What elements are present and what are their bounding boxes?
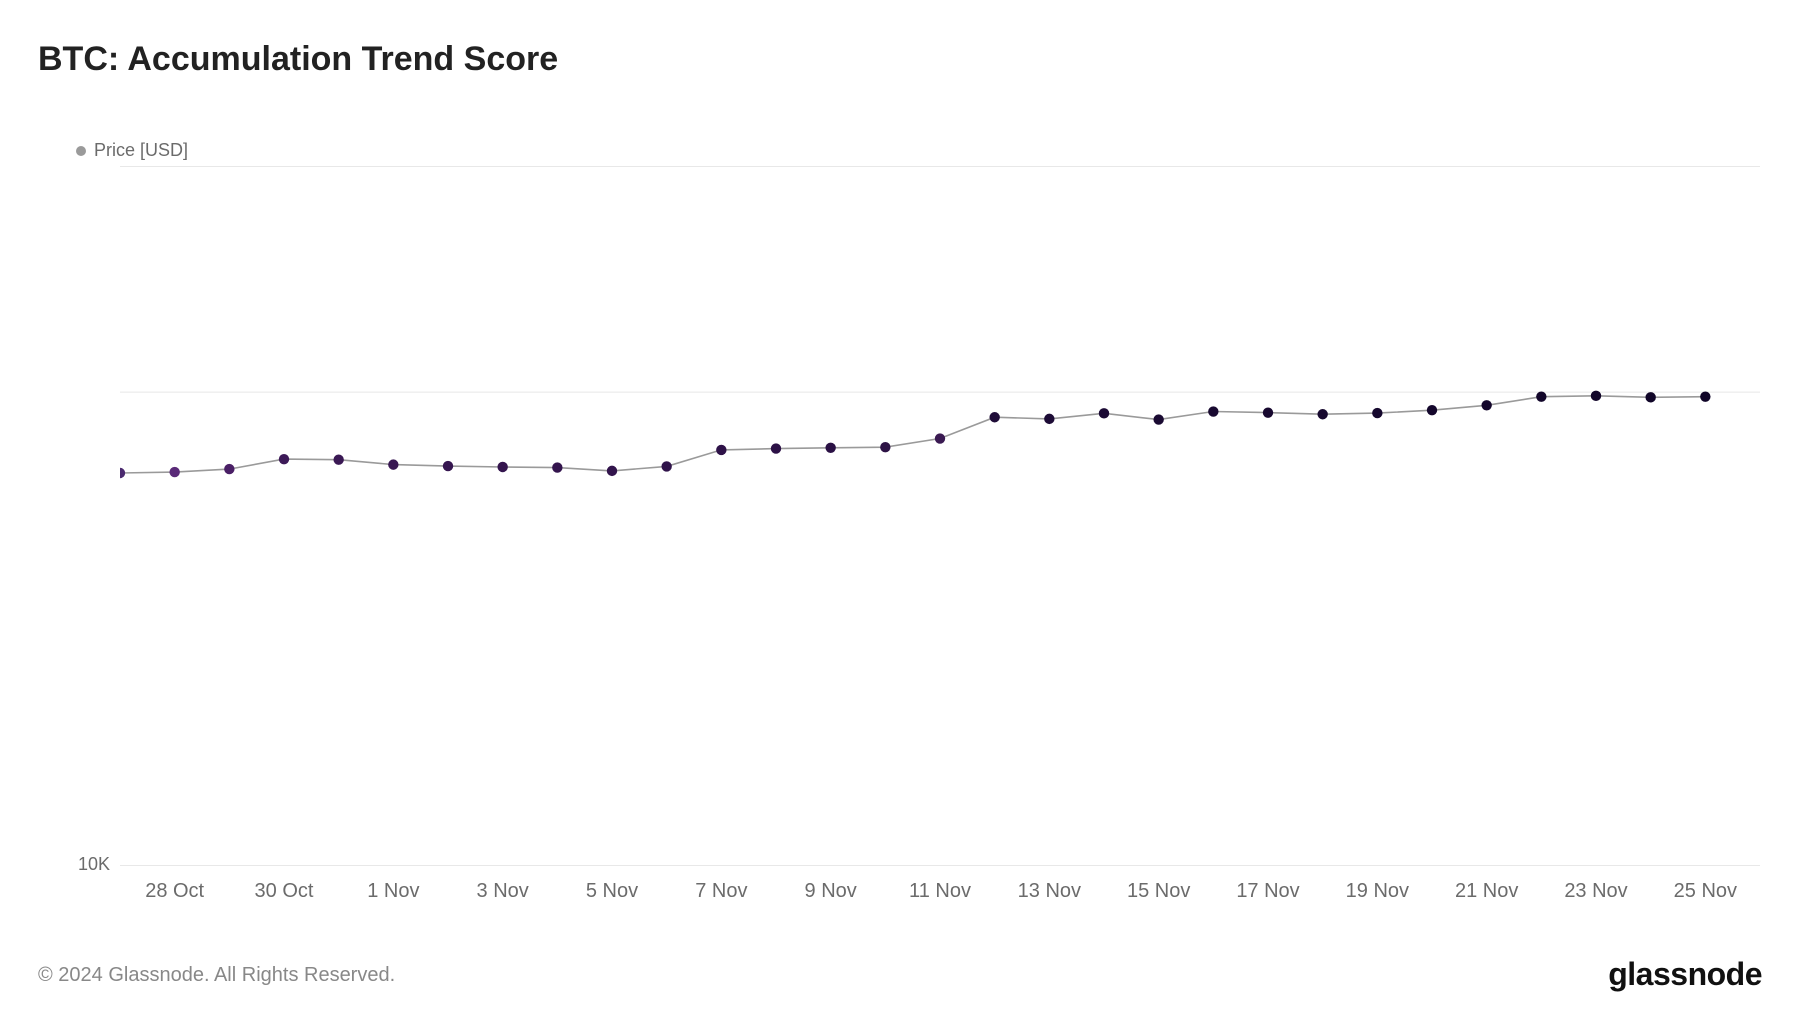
data-point xyxy=(1044,414,1054,424)
data-point xyxy=(443,461,453,471)
data-point xyxy=(661,461,671,471)
data-point xyxy=(935,433,945,443)
x-tick-label: 5 Nov xyxy=(586,880,638,903)
data-point xyxy=(120,468,125,478)
x-tick-label: 11 Nov xyxy=(909,880,971,903)
data-point xyxy=(333,455,343,465)
chart-container: BTC: Accumulation Trend Score Price [USD… xyxy=(0,0,1800,1013)
data-point xyxy=(388,459,398,469)
data-point xyxy=(497,462,507,472)
x-tick-label: 28 Oct xyxy=(145,880,204,903)
data-point xyxy=(1099,408,1109,418)
data-point xyxy=(224,464,234,474)
data-point xyxy=(880,442,890,452)
x-tick-label: 19 Nov xyxy=(1346,880,1409,903)
x-tick-label: 1 Nov xyxy=(367,880,419,903)
x-tick-label: 17 Nov xyxy=(1236,880,1299,903)
data-point xyxy=(1645,392,1655,402)
chart-plot-area xyxy=(120,166,1760,866)
x-tick-label: 7 Nov xyxy=(695,880,747,903)
data-point xyxy=(1700,391,1710,401)
chart-title: BTC: Accumulation Trend Score xyxy=(38,40,558,79)
x-tick-label: 30 Oct xyxy=(255,880,314,903)
data-point xyxy=(825,443,835,453)
x-tick-label: 15 Nov xyxy=(1127,880,1190,903)
legend-label: Price [USD] xyxy=(94,140,188,161)
data-point xyxy=(716,445,726,455)
footer-copyright: © 2024 Glassnode. All Rights Reserved. xyxy=(38,964,395,987)
x-tick-label: 3 Nov xyxy=(477,880,529,903)
data-point xyxy=(1263,407,1273,417)
x-tick-label: 9 Nov xyxy=(805,880,857,903)
data-point xyxy=(1372,408,1382,418)
data-point xyxy=(169,467,179,477)
data-point xyxy=(989,412,999,422)
data-point xyxy=(1481,400,1491,410)
data-point xyxy=(1208,406,1218,416)
data-point xyxy=(552,462,562,472)
data-point xyxy=(607,466,617,476)
legend: Price [USD] xyxy=(76,140,188,161)
data-point xyxy=(279,454,289,464)
data-point xyxy=(1317,409,1327,419)
data-point xyxy=(1153,414,1163,424)
data-point xyxy=(1427,405,1437,415)
y-tick-label: 10K xyxy=(70,854,110,875)
x-tick-label: 21 Nov xyxy=(1455,880,1518,903)
data-point xyxy=(771,443,781,453)
brand-logo: glassnode xyxy=(1608,956,1762,993)
x-tick-label: 23 Nov xyxy=(1564,880,1627,903)
x-tick-label: 25 Nov xyxy=(1674,880,1737,903)
data-point xyxy=(1591,391,1601,401)
chart-svg xyxy=(120,166,1760,866)
x-tick-label: 13 Nov xyxy=(1018,880,1081,903)
data-point xyxy=(1536,391,1546,401)
legend-dot-icon xyxy=(76,146,86,156)
